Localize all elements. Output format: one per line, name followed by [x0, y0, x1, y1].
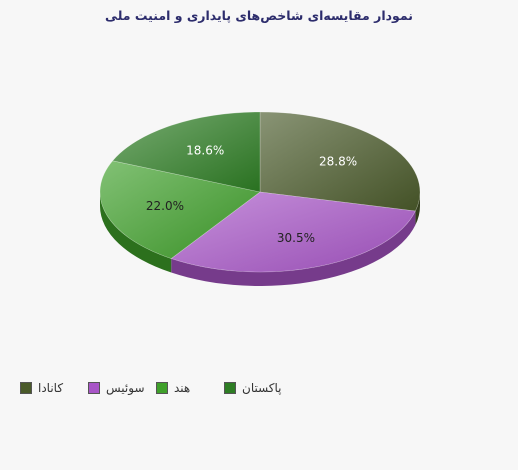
- pie-slice[interactable]: [112, 111, 261, 193]
- slice-label: 22.0%: [146, 199, 184, 213]
- pie-labels: 28.8% 30.5% 22.0% 18.6%: [146, 144, 357, 246]
- pie-tops: [99, 111, 421, 273]
- legend-label: سوئیس: [106, 381, 145, 395]
- legend-item[interactable]: پاکستان: [224, 381, 292, 395]
- legend-item[interactable]: کانادا: [20, 381, 88, 395]
- legend-swatch: [156, 382, 168, 394]
- pie-slice[interactable]: [170, 191, 416, 273]
- slice-label: 18.6%: [186, 144, 224, 158]
- pie-sides: [100, 192, 420, 286]
- pie-slice-side: [415, 192, 420, 226]
- legend: کانادا سوئیس هند پاکستان: [20, 378, 292, 398]
- legend-label: کانادا: [38, 381, 64, 395]
- slice-label: 28.8%: [319, 154, 357, 168]
- pie-slice-side: [100, 192, 172, 273]
- chart-title: نمودار مقایسه‌ای شاخص‌های پایداری و امنی…: [105, 8, 413, 23]
- slice-label: 30.5%: [277, 231, 315, 245]
- legend-item[interactable]: هند: [156, 381, 224, 395]
- legend-swatch: [224, 382, 236, 394]
- pie-slice[interactable]: [259, 111, 421, 212]
- legend-swatch: [88, 382, 100, 394]
- pie-slice-side: [171, 211, 416, 286]
- legend-item[interactable]: سوئیس: [88, 381, 156, 395]
- legend-swatch: [20, 382, 32, 394]
- legend-label: هند: [174, 381, 191, 395]
- pie-slice[interactable]: [99, 160, 261, 259]
- legend-label: پاکستان: [242, 381, 282, 395]
